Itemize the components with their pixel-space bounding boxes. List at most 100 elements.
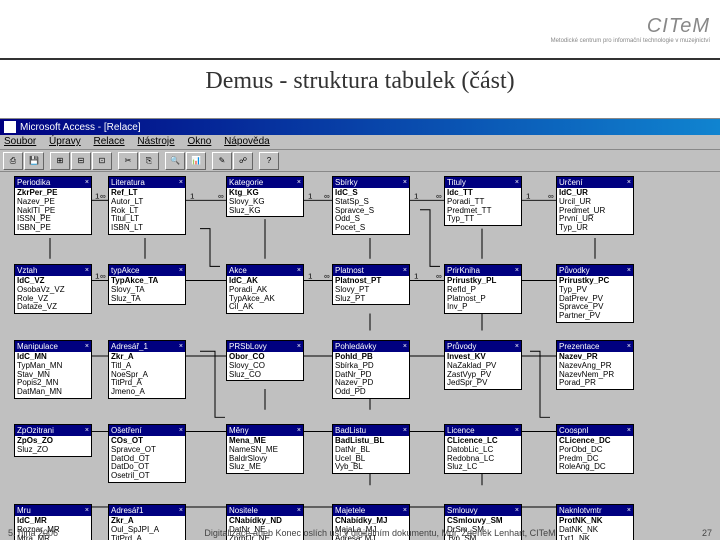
menu-relace[interactable]: Relace <box>94 136 125 147</box>
table-adresar1[interactable]: Adresář_1×Zkr_ATitl_ANoeSpr_ATitPrd_AJme… <box>108 340 186 399</box>
field[interactable]: Partner_PV <box>559 312 631 321</box>
tool-show-all[interactable]: ⊡ <box>92 152 112 170</box>
table-meny[interactable]: Měny×Mena_MENameSN_MEBaldrSlovySluz_ME <box>226 424 304 474</box>
table-licence[interactable]: Licence×CLicence_LCDatobLic_LCRedobna_LC… <box>444 424 522 474</box>
menu-nastroje[interactable]: Nástroje <box>137 136 174 147</box>
table-fields[interactable]: Platnost_PTSlovy_PTSluz_PT <box>333 276 409 304</box>
table-header[interactable]: Platnost× <box>333 265 409 276</box>
field[interactable]: Vyb_BL <box>335 463 407 472</box>
table-header[interactable]: Pohledávky× <box>333 341 409 352</box>
field[interactable]: Sluz_ME <box>229 463 301 472</box>
table-header[interactable]: Sbírky× <box>333 177 409 188</box>
field[interactable]: Typ_TT <box>447 215 519 224</box>
table-prsblovy[interactable]: PRSbLovy×Obor_COSlovy_COSluz_CO <box>226 340 304 381</box>
table-zpozitrani[interactable]: ZpOzitrani×ZpOs_ZOSluz_ZO <box>14 424 92 457</box>
table-prezentace[interactable]: Prezentace×Nazev_PRNazevAng_PRNazevNem_P… <box>556 340 634 390</box>
table-fields[interactable]: IdC_SStatSp_SSpravce_SOdd_SPocet_S <box>333 188 409 234</box>
table-header[interactable]: Majetele× <box>333 505 409 516</box>
field[interactable]: Sluz_TA <box>111 295 183 304</box>
field[interactable]: Osetril_OT <box>111 472 183 481</box>
field[interactable]: Typ_UR <box>559 224 631 233</box>
table-header[interactable]: Coospnl× <box>557 425 633 436</box>
table-fields[interactable]: IdC_VZOsobaVz_VZRole_VZDataze_VZ <box>15 276 91 313</box>
table-fields[interactable]: Zkr_ATitl_ANoeSpr_ATitPrd_AJmeno_A <box>109 352 185 398</box>
field[interactable]: ISBN_LT <box>111 224 183 233</box>
table-header[interactable]: BadListu× <box>333 425 409 436</box>
table-header[interactable]: Původky× <box>557 265 633 276</box>
field[interactable]: Pocet_S <box>335 224 407 233</box>
table-header[interactable]: Periodika× <box>15 177 91 188</box>
table-header[interactable]: PrirKniha× <box>445 265 521 276</box>
table-header[interactable]: Literatura× <box>109 177 185 188</box>
table-header[interactable]: Nositele× <box>227 505 303 516</box>
field[interactable]: Odd_PD <box>335 388 407 397</box>
table-header[interactable]: PRSbLovy× <box>227 341 303 352</box>
field[interactable]: RoleAng_DC <box>559 463 631 472</box>
table-header[interactable]: Určení× <box>557 177 633 188</box>
table-fields[interactable]: ZpOs_ZOSluz_ZO <box>15 436 91 456</box>
menu-soubor[interactable]: Soubor <box>4 136 36 147</box>
field[interactable]: ISBN_PE <box>17 224 89 233</box>
window-titlebar[interactable]: Microsoft Access - [Relace] <box>0 119 720 135</box>
tool-save[interactable]: 💾 <box>24 152 44 170</box>
table-fields[interactable]: Invest_KVNaZaklad_PVZastVyp_PVJedSpr_PV <box>445 352 521 389</box>
tool-design[interactable]: ✎ <box>212 152 232 170</box>
table-header[interactable]: Tituly× <box>445 177 521 188</box>
tool-help[interactable]: ? <box>259 152 279 170</box>
table-header[interactable]: Smlouvy× <box>445 505 521 516</box>
menubar[interactable]: Soubor Úpravy Relace Nástroje Okno Nápov… <box>0 135 720 150</box>
tool-show-direct[interactable]: ⊟ <box>71 152 91 170</box>
field[interactable]: Dataze_VZ <box>17 303 89 312</box>
tool-add-table[interactable]: ⊞ <box>50 152 70 170</box>
table-manipulace[interactable]: Manipulace×IdC_MNTypMan_MNStav_MNPopis2_… <box>14 340 92 399</box>
table-urceni[interactable]: Určení×IdC_URUrcil_URPredmet_URPrvní_URT… <box>556 176 634 235</box>
table-periodika[interactable]: Periodika×ZkrPer_PENazev_PENaklTI_PEISSN… <box>14 176 92 235</box>
table-fields[interactable]: CLicence_DCPorObd_DCPredm_DCRoleAng_DC <box>557 436 633 473</box>
field[interactable]: JedSpr_PV <box>447 379 519 388</box>
field[interactable]: Cil_AK <box>229 303 301 312</box>
table-header[interactable]: Licence× <box>445 425 521 436</box>
table-fields[interactable]: TypAkce_TASlovy_TASluz_TA <box>109 276 185 304</box>
table-header[interactable]: Adresář1× <box>109 505 185 516</box>
field[interactable]: Sluz_CO <box>229 371 301 380</box>
tool-print[interactable]: ⎙ <box>3 152 23 170</box>
table-fields[interactable]: ZkrPer_PENazev_PENaklTI_PEISSN_PEISBN_PE <box>15 188 91 234</box>
table-header[interactable]: typAkce× <box>109 265 185 276</box>
table-vztah[interactable]: Vztah×IdC_VZOsobaVz_VZRole_VZDataze_VZ <box>14 264 92 314</box>
table-akce[interactable]: Akce×IdC_AKPoradi_AKTypAkce_AKCil_AK <box>226 264 304 314</box>
tool-zoom[interactable]: 🔍 <box>165 152 185 170</box>
field[interactable]: DatMan_MN <box>17 388 89 397</box>
table-fields[interactable]: IdC_AKPoradi_AKTypAkce_AKCil_AK <box>227 276 303 313</box>
table-fields[interactable]: Mena_MENameSN_MEBaldrSlovySluz_ME <box>227 436 303 473</box>
table-prirkniha[interactable]: PrirKniha×Prirustky_PLRefId_PPlatnost_PI… <box>444 264 522 314</box>
table-fields[interactable]: COs_OTSpravce_OTDatOd_OTDatDo_OTOsetril_… <box>109 436 185 482</box>
table-tituly[interactable]: Tituly×Idc_TTPoradi_TTPredmet_TTTyp_TT <box>444 176 522 226</box>
tool-relations[interactable]: ☍ <box>233 152 253 170</box>
table-fields[interactable]: Prirustky_PCTyp_PVDatPrev_PVSpravce_PVPa… <box>557 276 633 322</box>
field[interactable]: Sluz_ZO <box>17 446 89 455</box>
tool-reports[interactable]: 📊 <box>186 152 206 170</box>
tool-cut[interactable]: ✂ <box>118 152 138 170</box>
table-fields[interactable]: BadListu_BLDatNr_BLUcel_BLVyb_BL <box>333 436 409 473</box>
field[interactable]: Sluz_PT <box>335 295 407 304</box>
field[interactable]: Inv_P <box>447 303 519 312</box>
table-pohledavky[interactable]: Pohledávky×PohId_PBSbírka_PDDatNr_PDNaze… <box>332 340 410 399</box>
table-header[interactable]: Manipulace× <box>15 341 91 352</box>
table-typakce[interactable]: typAkce×TypAkce_TASlovy_TASluz_TA <box>108 264 186 305</box>
menu-napoveda[interactable]: Nápověda <box>224 136 270 147</box>
table-puvodky[interactable]: Původky×Prirustky_PCTyp_PVDatPrev_PVSpra… <box>556 264 634 323</box>
field[interactable]: Jmeno_A <box>111 388 183 397</box>
table-fields[interactable]: IdC_URUrcil_URPredmet_URPrvní_URTyp_UR <box>557 188 633 234</box>
table-sbirky[interactable]: Sbírky×IdC_SStatSp_SSpravce_SOdd_SPocet_… <box>332 176 410 235</box>
table-header[interactable]: Akce× <box>227 265 303 276</box>
table-fields[interactable]: Nazev_PRNazevAng_PRNazevNem_PRPorad_PR <box>557 352 633 389</box>
table-fields[interactable]: Idc_TTPoradi_TTPredmet_TTTyp_TT <box>445 188 521 225</box>
table-fields[interactable]: PohId_PBSbírka_PDDatNr_PDNazev_PDOdd_PD <box>333 352 409 398</box>
table-header[interactable]: Prezentace× <box>557 341 633 352</box>
field[interactable]: Porad_PR <box>559 379 631 388</box>
menu-okno[interactable]: Okno <box>187 136 211 147</box>
table-header[interactable]: Naknlotvmtr× <box>557 505 633 516</box>
table-fields[interactable]: Ref_LTAutor_LTRok_LTTitul_LTISBN_LT <box>109 188 185 234</box>
field[interactable]: Sluz_KG <box>229 207 301 216</box>
table-header[interactable]: Vztah× <box>15 265 91 276</box>
